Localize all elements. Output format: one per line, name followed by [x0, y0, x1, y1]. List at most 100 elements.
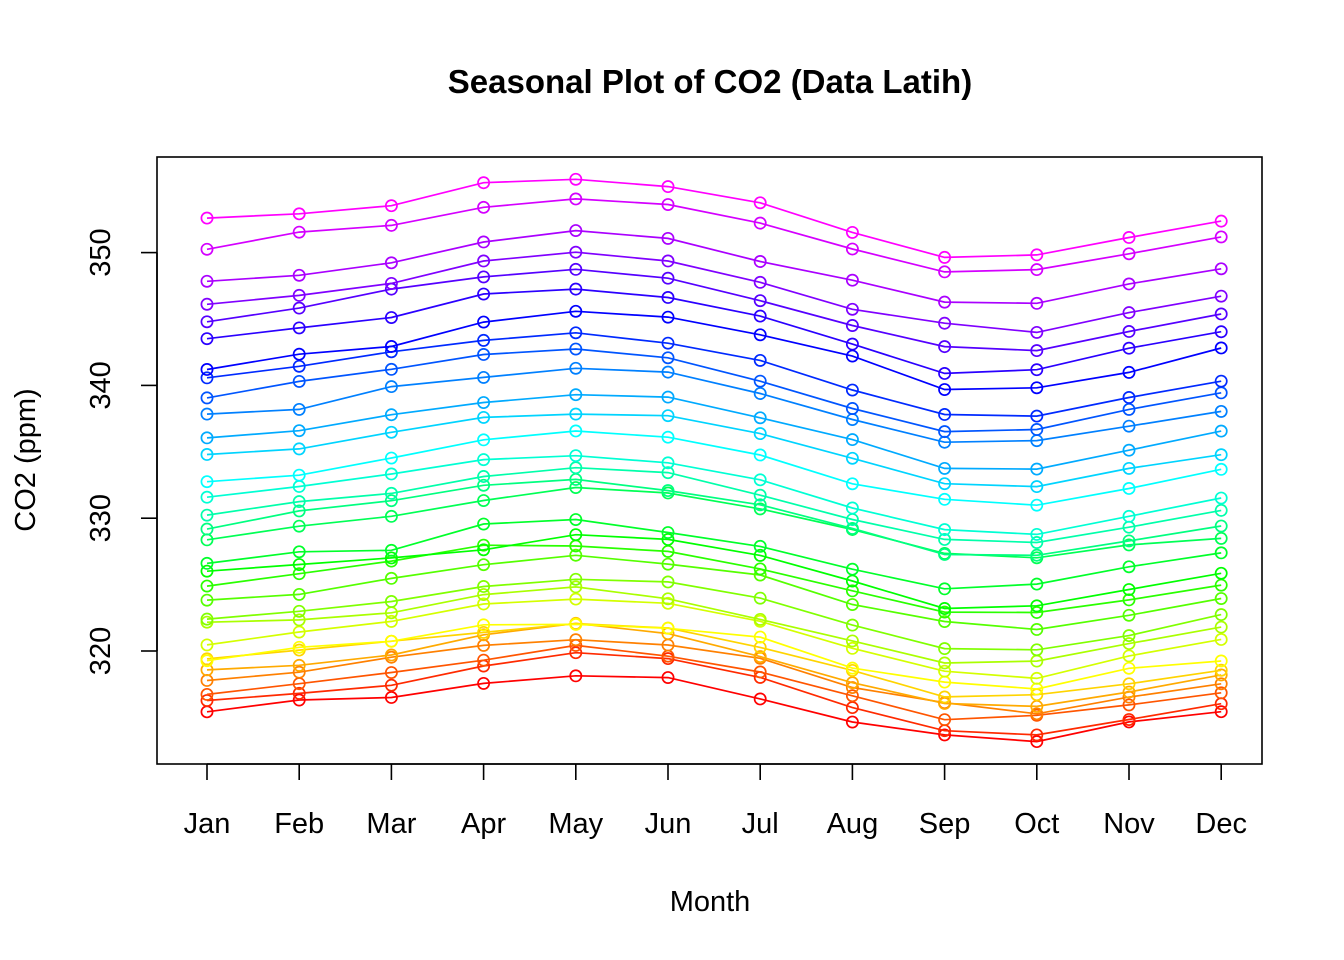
data-point [845, 715, 859, 729]
data-point [292, 613, 306, 627]
data-point [1214, 214, 1228, 228]
data-point [384, 543, 398, 557]
data-point [1030, 599, 1044, 613]
data-point [477, 370, 491, 384]
data-point [1214, 519, 1228, 533]
data-point [1122, 685, 1136, 699]
data-point [292, 587, 306, 601]
data-point [1122, 419, 1136, 433]
series-line [206, 598, 1222, 680]
data-point [1214, 307, 1228, 321]
data-point [477, 517, 491, 531]
data-point [292, 558, 306, 571]
data-point [200, 371, 214, 385]
data-point [200, 593, 214, 607]
data-point [1214, 462, 1228, 476]
data-point [845, 584, 859, 598]
data-point [1214, 262, 1228, 276]
data-point [661, 254, 675, 268]
data-point [384, 634, 398, 648]
data-point [1030, 707, 1044, 721]
y-axis: 320 330 340 350 [85, 228, 158, 675]
data-point [200, 431, 214, 445]
data-point [569, 304, 583, 318]
series-18 [200, 449, 1228, 541]
data-point [384, 486, 398, 500]
data-point [938, 250, 952, 264]
data-point [384, 340, 398, 353]
data-point [1214, 230, 1228, 244]
chart-title: Seasonal Plot of CO2 (Data Latih) [448, 63, 972, 100]
data-point [661, 592, 675, 606]
data-point [569, 572, 583, 586]
data-point [938, 548, 952, 561]
data-point [661, 180, 675, 194]
series-20 [200, 407, 1228, 494]
data-point [292, 504, 306, 518]
x-axis: Jan Feb Mar Apr May Jun Jul Aug Sep Oct Nov Dec [184, 763, 1247, 840]
data-point [938, 461, 952, 475]
data-point [292, 207, 306, 221]
data-point [938, 642, 952, 656]
x-tick-label: May [548, 808, 603, 840]
data-point [1030, 548, 1044, 562]
data-point [477, 470, 491, 483]
data-point [845, 302, 859, 316]
data-point [569, 424, 583, 438]
series-31 [200, 172, 1228, 264]
data-point [1214, 620, 1228, 634]
series-line [206, 622, 1222, 698]
data-point [200, 211, 214, 225]
data-point [1030, 728, 1044, 742]
series-13 [200, 528, 1228, 615]
data-point [569, 617, 583, 631]
data-point [661, 409, 675, 423]
data-point [292, 567, 306, 581]
data-point [477, 597, 491, 611]
data-point [845, 225, 859, 239]
data-point [845, 598, 859, 611]
data-point [661, 310, 675, 324]
data-point [1122, 325, 1136, 338]
data-point [292, 495, 306, 509]
series-line [206, 586, 1222, 664]
data-point [938, 690, 952, 704]
data-point [938, 602, 952, 615]
series-21 [200, 388, 1228, 476]
series-29 [200, 224, 1228, 310]
data-point [477, 287, 491, 301]
data-point [845, 521, 859, 535]
data-point [477, 254, 491, 268]
series-line [206, 478, 1222, 557]
series-line [206, 251, 1222, 334]
data-point [938, 656, 952, 670]
series-17 [200, 461, 1228, 549]
data-point [1122, 637, 1136, 651]
data-point [661, 484, 675, 498]
data-point [292, 374, 306, 388]
data-point [1214, 608, 1228, 622]
data-point [569, 592, 583, 606]
data-point [477, 410, 491, 424]
data-point [753, 502, 767, 516]
data-point [661, 575, 675, 589]
series-line [206, 229, 1222, 305]
series-line [206, 486, 1222, 559]
data-point [1030, 671, 1044, 685]
data-point [661, 271, 675, 285]
data-point [292, 301, 306, 315]
data-point [1122, 629, 1136, 643]
data-point [1122, 391, 1136, 404]
data-point [200, 407, 214, 421]
data-point [569, 646, 583, 660]
series-23 [200, 342, 1228, 439]
data-point [1030, 536, 1044, 549]
data-point [292, 468, 306, 482]
data-point [569, 669, 583, 683]
data-point [845, 618, 859, 632]
data-point [845, 402, 859, 415]
data-point [845, 383, 859, 397]
data-point [938, 408, 952, 421]
data-point [1214, 491, 1228, 505]
data-point [1214, 404, 1228, 418]
